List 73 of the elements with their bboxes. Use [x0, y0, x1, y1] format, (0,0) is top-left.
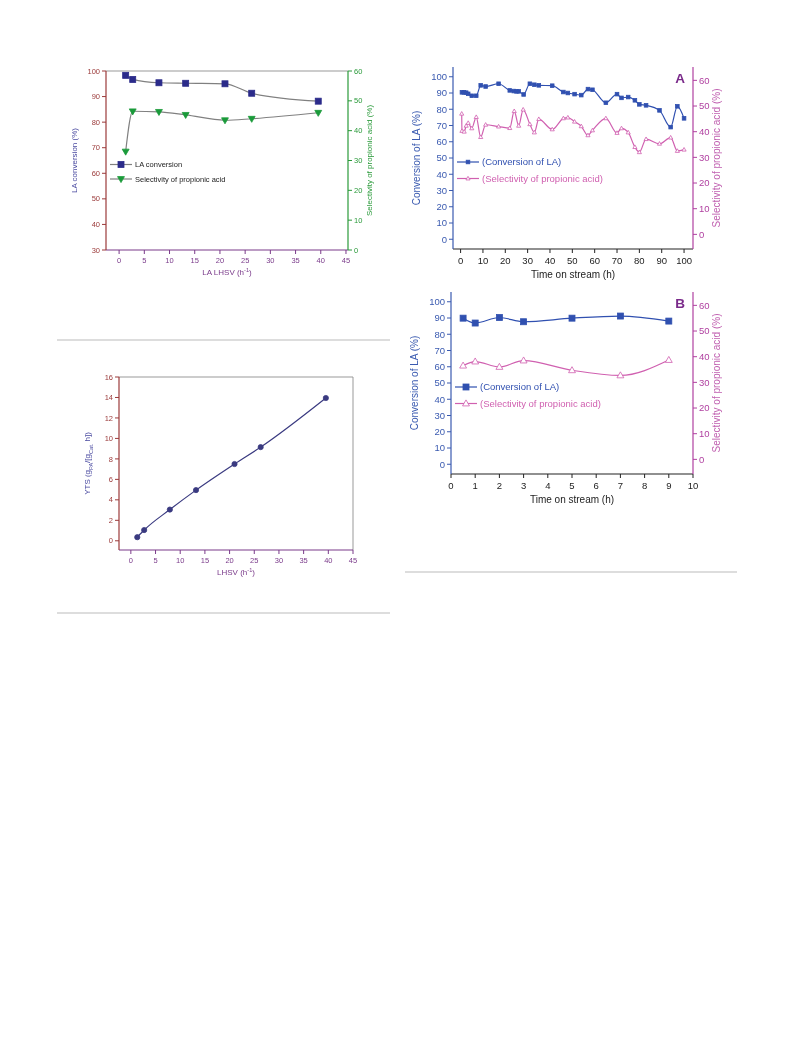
- y-tick-label: 20: [436, 201, 447, 213]
- y-tick-label: 100: [431, 71, 447, 83]
- y-tick-label: 90: [436, 87, 447, 99]
- y-tick-label: 30: [434, 409, 445, 421]
- x-tick-label: 30: [522, 254, 533, 266]
- y-tick-label: 50: [434, 377, 445, 389]
- x-axis-title: LHSV (h$^{-1}$): [217, 567, 256, 577]
- y2-tick-label: 20: [699, 177, 710, 189]
- y-tick-label: 100: [429, 296, 445, 308]
- y-axis-title: Conversion of LA (%): [411, 110, 422, 206]
- x-tick-label: 100: [676, 254, 692, 266]
- x-tick-label: 2: [496, 479, 503, 491]
- y-tick-label: 70: [434, 344, 445, 356]
- y2-axis-title: Selectivity of propionic acid (%): [365, 104, 374, 217]
- x-tick-label: 8: [641, 479, 648, 491]
- legend-label: (Selectivity of propionic acid): [482, 172, 603, 184]
- y-tick-label: 30: [436, 184, 447, 196]
- y2-tick-label: 50: [699, 325, 710, 337]
- y2-tick-label: 0: [699, 453, 705, 465]
- y-tick-label: 60: [434, 361, 445, 373]
- y-axis-title: Conversion of LA (%): [409, 335, 420, 431]
- y-tick-label: 60: [436, 136, 447, 148]
- x-tick-label: 80: [634, 254, 645, 266]
- y2-tick-label: 10: [699, 203, 710, 215]
- legend-label: (Conversion of LA): [482, 156, 562, 168]
- y-tick-label: 90: [434, 312, 445, 324]
- chart-title: B: [675, 295, 686, 311]
- y-tick-label: 10: [436, 217, 447, 229]
- x-tick-label: 0: [457, 254, 464, 266]
- y-tick-label: 0: [439, 458, 445, 470]
- x-tick-label: 50: [567, 254, 578, 266]
- y2-tick-label: 40: [699, 351, 710, 363]
- y2-axis-title: Selectivity of propionic acid (%): [711, 88, 723, 228]
- chart-title: A: [675, 70, 686, 86]
- y2-tick-label: 0: [699, 228, 705, 240]
- y-tick-label: 50: [436, 152, 447, 164]
- y2-tick-label: 10: [699, 428, 710, 440]
- y2-tick-label: 60: [699, 299, 710, 311]
- x-tick-label: 1: [472, 479, 478, 491]
- x-tick-label: 70: [611, 254, 623, 266]
- y-tick-label: 40: [434, 393, 445, 405]
- x-tick-label: 40: [544, 254, 556, 266]
- y-tick-label: 80: [436, 103, 447, 115]
- y2-tick-label: 30: [699, 376, 710, 388]
- y2-tick-label: 30: [699, 151, 710, 163]
- x-tick-label: 9: [666, 479, 672, 491]
- x-tick-label: 6: [593, 479, 599, 491]
- y-tick-label: 40: [436, 168, 447, 180]
- x-tick-label: 4: [545, 479, 551, 491]
- y2-tick-label: 40: [699, 126, 710, 138]
- legend-label: (Selectivity of propionic acid): [480, 397, 601, 409]
- x-tick-label: 60: [589, 254, 600, 266]
- y-tick-label: 0: [441, 233, 447, 245]
- x-tick-label: 7: [617, 479, 624, 491]
- x-tick-label: 5: [569, 479, 575, 491]
- y-tick-label: 70: [436, 119, 447, 131]
- y2-tick-label: 60: [699, 74, 710, 86]
- y-tick-label: 10: [434, 442, 445, 454]
- x-tick-label: 90: [656, 254, 667, 266]
- y-axis-title: LA conversion (%): [70, 127, 79, 193]
- x-tick-label: 10: [687, 479, 699, 491]
- x-tick-label: 20: [500, 254, 511, 266]
- y2-axis-title: Selectivity of propionic acid (%): [711, 313, 723, 453]
- legend-label: (Conversion of LA): [480, 381, 560, 393]
- y-tick-label: 20: [434, 426, 445, 438]
- y2-tick-label: 20: [699, 402, 710, 414]
- x-tick-label: 3: [520, 479, 527, 491]
- y-tick-label: 80: [434, 328, 445, 340]
- x-axis-title: Time on stream (h): [530, 269, 616, 280]
- x-axis-title: LA LHSV (h$^{-1}$): [202, 267, 253, 277]
- x-tick-label: 10: [477, 254, 489, 266]
- x-axis-title: Time on stream (h): [529, 494, 615, 505]
- y2-tick-label: 50: [699, 100, 710, 112]
